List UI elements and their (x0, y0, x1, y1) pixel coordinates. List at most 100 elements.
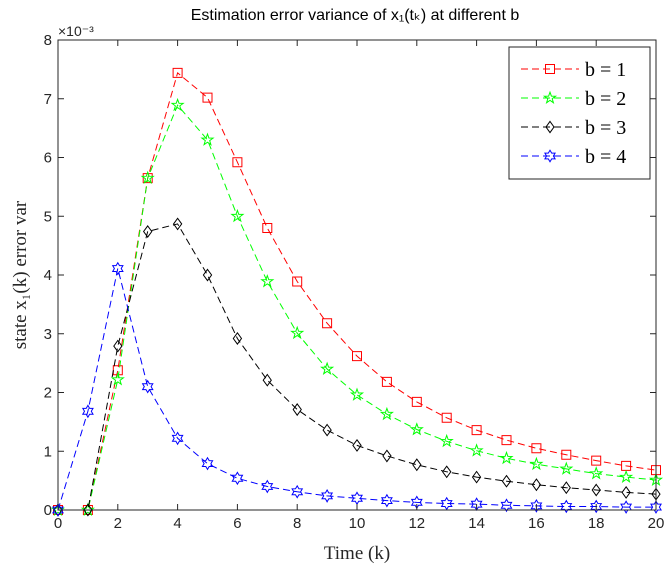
series-2-point (529, 456, 544, 471)
legend-marker (542, 90, 558, 104)
series-3-point (113, 339, 123, 353)
series-2-point (290, 325, 305, 340)
series-2-point (140, 170, 155, 185)
legend-box (508, 46, 651, 180)
series-4-point (141, 379, 154, 394)
series-4-point (530, 499, 543, 513)
series-3 (53, 217, 661, 517)
series-4-point (291, 484, 304, 499)
x-tick-label: 8 (293, 515, 301, 532)
series-3-point (441, 465, 452, 479)
series-2-point (589, 466, 604, 480)
series-2 (50, 97, 664, 516)
series-1-point (621, 460, 632, 471)
series-3-point (471, 470, 482, 484)
series-3-point (621, 485, 631, 499)
series-2-point (349, 387, 365, 401)
legend-label: b = 1 (585, 59, 626, 81)
y-exponent-label: ×10⁻³ (58, 23, 94, 39)
chart-title: Estimation error variance of x₁(tₖ) at d… (191, 7, 520, 24)
x-tick-label: 16 (528, 515, 545, 532)
series-2-point (379, 406, 394, 421)
x-tick-label: 4 (173, 515, 181, 532)
series-1-point (202, 92, 213, 103)
series-1-point (292, 276, 303, 287)
series-2-point (619, 469, 634, 484)
series-4-point (231, 471, 244, 486)
y-tick-label: 4 (44, 267, 52, 284)
series-4-point (171, 431, 184, 446)
series-4-point (201, 456, 214, 471)
x-tick-label: 2 (114, 515, 122, 532)
legend-marker (544, 149, 556, 163)
series-1-point (172, 67, 183, 78)
series-4-point (380, 493, 393, 508)
series-3-point (172, 217, 183, 231)
series-3-point (501, 474, 512, 488)
series-4-point (261, 479, 274, 494)
x-tick-label: 18 (588, 515, 605, 532)
series-4-point (111, 261, 124, 276)
series-4-point (440, 496, 453, 511)
series-4-point (650, 500, 662, 514)
series-4-line (57, 268, 656, 511)
y-tick-label: 1 (44, 443, 52, 460)
x-axis-label: Time (k) (324, 543, 390, 564)
x-tick-label: 0 (54, 515, 62, 532)
y-tick-label: 6 (44, 150, 52, 167)
series-1 (53, 67, 661, 515)
x-tick-label: 10 (349, 515, 366, 532)
series-1-point (501, 435, 512, 446)
series-2-point (260, 274, 275, 288)
series-3-line (58, 223, 657, 511)
legend-label: b = 4 (585, 146, 626, 168)
series-1-point (591, 455, 602, 466)
series-3-point (202, 268, 213, 282)
series-1-point (142, 173, 153, 184)
legend-marker (545, 64, 555, 74)
series-4-point (321, 488, 334, 503)
series-1-point (352, 351, 362, 362)
y-tick-label: 5 (44, 208, 52, 225)
series-2-point (320, 361, 335, 375)
series-2-point (469, 443, 484, 457)
legend-label: b = 3 (585, 117, 626, 139)
y-tick-label: 2 (44, 385, 52, 402)
series-1-point (441, 412, 452, 423)
y-tick-label: 8 (44, 32, 52, 49)
series-1-point (262, 223, 273, 233)
y-tick-label: 3 (44, 326, 52, 343)
series-1-point (411, 396, 422, 407)
series-3-point (352, 438, 362, 452)
series-4 (52, 261, 662, 517)
series-1-line (58, 72, 657, 511)
series-2-line (58, 104, 657, 511)
x-tick-label: 14 (468, 515, 485, 532)
series-1-point (322, 318, 333, 329)
legend-marker (545, 120, 555, 134)
y-tick-label: 0 (44, 502, 52, 519)
legend: b = 1 b = 2 b = 3 b = 4 (508, 46, 651, 180)
series-4-point (620, 500, 633, 514)
series-1-point (561, 449, 572, 460)
series-3-point (292, 403, 302, 417)
x-tick-label: 6 (233, 515, 241, 532)
y-tick-label: 7 (44, 91, 52, 108)
series-2-point (409, 422, 424, 436)
series-3-point (531, 478, 542, 492)
series-1-point (651, 465, 661, 476)
series-4-point (590, 499, 603, 514)
legend-label: b = 2 (585, 88, 626, 110)
series-3-point (262, 373, 272, 387)
series-2-point (110, 372, 125, 386)
series-2-point (230, 208, 245, 223)
series-3-point (591, 483, 601, 497)
x-tick-label: 20 (648, 515, 665, 532)
series-2-point (170, 97, 185, 112)
series-3-point (382, 449, 392, 463)
series-1-point (471, 425, 482, 436)
series-2-point (499, 450, 514, 465)
series-4-point (81, 404, 94, 419)
series-2-point (439, 433, 454, 448)
